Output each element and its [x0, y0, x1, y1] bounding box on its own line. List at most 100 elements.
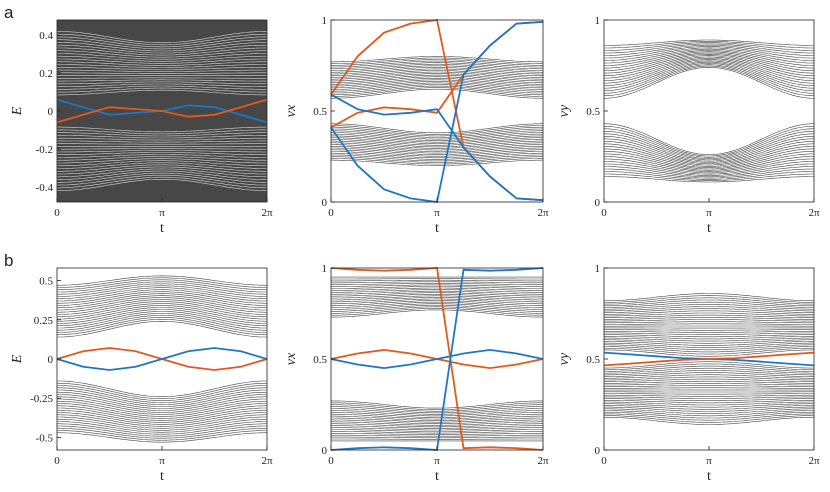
band-line [57, 281, 267, 293]
band-line [330, 425, 544, 429]
band-line [604, 367, 814, 374]
x-tick-label: 2π [261, 455, 273, 467]
band-line [57, 137, 267, 141]
band-line [604, 337, 814, 342]
series-line-orange [603, 351, 815, 367]
band-line [57, 317, 267, 333]
band-line [331, 410, 543, 417]
band-line [331, 297, 543, 303]
band-line [604, 312, 814, 317]
band-line [604, 46, 814, 59]
chart-panel-5: 0 0.5 1 0 π 2π t νy [557, 263, 820, 484]
band-line [604, 363, 814, 371]
band-line [57, 403, 267, 417]
band-line [603, 50, 815, 66]
band-line [57, 305, 267, 320]
y-tick-label: -0.4 [36, 182, 54, 194]
y-tick-label: 0.5 [586, 354, 600, 366]
band-line [57, 87, 267, 93]
band-line [603, 293, 815, 302]
band-line [57, 67, 267, 70]
band-line [331, 431, 543, 434]
x-tick-label: π [706, 207, 712, 219]
band-line [604, 410, 814, 417]
band-line [331, 300, 543, 306]
band-line [604, 41, 814, 49]
x-tick-label: 0 [54, 455, 60, 467]
y-tick-label: 0.5 [313, 354, 327, 366]
x-tick-label: π [434, 455, 440, 467]
band-line [56, 283, 268, 295]
band-line [604, 310, 814, 315]
band-line [57, 129, 267, 135]
band-line [603, 336, 815, 340]
band-line [604, 347, 814, 355]
band-line [57, 36, 267, 48]
band-line [604, 339, 814, 344]
band-line [57, 152, 267, 155]
band-line [331, 152, 543, 160]
band-line [57, 164, 267, 172]
band-line [331, 292, 543, 297]
band-line [56, 387, 268, 403]
band-line [331, 67, 543, 75]
band-line [604, 383, 814, 386]
band-line [331, 436, 543, 439]
band-line [56, 279, 268, 291]
band-line [603, 47, 815, 61]
band-line [603, 158, 815, 174]
series-line-blue [330, 348, 544, 370]
band-line [604, 319, 814, 322]
band-line [57, 297, 267, 311]
band-line [604, 393, 814, 395]
band-line [604, 394, 814, 397]
band-line [604, 387, 814, 389]
y-tick-label: 1 [595, 263, 601, 275]
band-line [56, 61, 268, 66]
x-tick-label: π [159, 455, 165, 467]
band-line [331, 63, 543, 71]
x-tick-label: 0 [328, 455, 334, 467]
band-line [57, 53, 267, 60]
band-line [604, 148, 814, 169]
band-line [331, 85, 543, 96]
band-line [56, 391, 268, 407]
band-line [331, 309, 543, 318]
band-line [603, 380, 815, 384]
band-line [604, 314, 814, 318]
band-line [604, 39, 814, 46]
y-tick-label: 0.2 [39, 68, 53, 80]
y-tick-label: 0 [48, 106, 54, 118]
band-line [56, 418, 268, 431]
band-line [331, 413, 543, 420]
band-line [331, 126, 543, 137]
band-line [56, 432, 268, 443]
series-line-blue [56, 347, 268, 371]
band-line [330, 74, 544, 83]
band-line [604, 42, 814, 51]
band-line [331, 412, 543, 418]
band-line [331, 77, 543, 87]
band-line [56, 291, 268, 304]
band-line [330, 65, 544, 73]
y-axis-label: E [10, 354, 25, 364]
band-line [57, 42, 267, 52]
band-line [57, 150, 267, 153]
x-tick-label: 0 [601, 207, 607, 219]
band-line [603, 131, 815, 159]
band-line [603, 59, 815, 84]
band-line [330, 154, 544, 162]
band-line [331, 130, 543, 140]
band-line [56, 396, 268, 411]
band-line [604, 413, 814, 421]
band-line [603, 66, 815, 99]
y-axis-label: νy [557, 104, 572, 117]
band-line [331, 427, 543, 431]
band-line [331, 404, 543, 412]
band-line [57, 77, 267, 79]
band-line [604, 43, 814, 54]
band-line [604, 173, 814, 181]
panel-label-a: a [4, 3, 14, 22]
band-line [603, 161, 815, 175]
band-line [56, 382, 268, 399]
